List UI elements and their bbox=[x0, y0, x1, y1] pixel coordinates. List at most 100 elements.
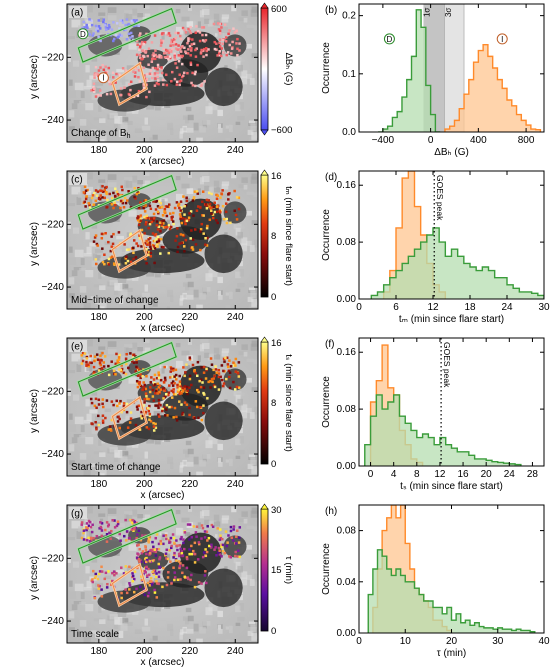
x-tick-label: −400 bbox=[372, 135, 395, 146]
change-pixel bbox=[203, 80, 206, 83]
change-pixel bbox=[169, 370, 172, 373]
change-pixel bbox=[93, 236, 97, 239]
change-pixel bbox=[195, 47, 198, 50]
change-pixel bbox=[146, 54, 149, 58]
change-pixel bbox=[215, 42, 218, 45]
x-tick-label: 30 bbox=[538, 302, 550, 313]
change-pixel bbox=[163, 365, 166, 369]
change-pixel bbox=[151, 559, 154, 563]
change-pixel bbox=[169, 225, 173, 229]
change-pixel bbox=[104, 232, 107, 235]
change-pixel bbox=[119, 194, 122, 197]
change-pixel bbox=[218, 32, 222, 35]
change-pixel bbox=[225, 356, 229, 359]
change-pixel bbox=[95, 353, 99, 356]
change-pixel bbox=[145, 214, 149, 218]
change-pixel bbox=[154, 575, 158, 579]
change-pixel bbox=[105, 521, 109, 524]
change-pixel bbox=[92, 32, 95, 35]
change-pixel bbox=[149, 247, 153, 251]
change-pixel bbox=[160, 32, 164, 35]
change-pixel bbox=[142, 86, 146, 90]
change-pixel bbox=[133, 577, 136, 581]
change-pixel bbox=[199, 385, 203, 389]
histogram-fill-green bbox=[368, 549, 535, 633]
change-pixel bbox=[144, 548, 148, 552]
change-pixel bbox=[172, 43, 175, 47]
change-pixel bbox=[213, 374, 216, 378]
change-pixel bbox=[93, 72, 97, 75]
change-pixel bbox=[235, 196, 239, 199]
change-pixel bbox=[163, 406, 166, 409]
change-pixel bbox=[93, 576, 97, 580]
change-pixel bbox=[177, 59, 181, 63]
change-pixel bbox=[167, 570, 170, 574]
change-pixel bbox=[105, 399, 109, 402]
colorbar-extend-top bbox=[260, 503, 269, 510]
x-tick-label: 0 bbox=[368, 469, 374, 480]
sigma-band-label: 1σ bbox=[422, 8, 431, 17]
change-pixel bbox=[171, 47, 174, 51]
change-pixel bbox=[88, 361, 92, 364]
change-pixel bbox=[178, 392, 181, 396]
change-pixel bbox=[90, 89, 93, 92]
change-pixel bbox=[137, 75, 140, 79]
change-pixel bbox=[237, 541, 241, 544]
change-pixel bbox=[180, 241, 184, 245]
change-pixel bbox=[156, 210, 160, 214]
change-pixel bbox=[170, 70, 174, 74]
change-pixel bbox=[148, 72, 152, 75]
change-pixel bbox=[229, 525, 233, 529]
change-pixel bbox=[235, 218, 239, 221]
change-pixel bbox=[90, 19, 93, 22]
x-tick-label: 6 bbox=[393, 302, 399, 313]
change-pixel bbox=[188, 356, 192, 359]
y-tick-label: −240 bbox=[41, 449, 64, 460]
change-pixel bbox=[89, 397, 93, 401]
corner-label: Change of Bh bbox=[71, 128, 131, 140]
change-pixel bbox=[161, 78, 165, 82]
change-pixel bbox=[85, 25, 88, 29]
change-pixel bbox=[127, 248, 131, 251]
change-pixel bbox=[110, 245, 114, 248]
change-pixel bbox=[192, 196, 196, 199]
change-pixel bbox=[152, 219, 155, 223]
change-pixel bbox=[81, 351, 85, 355]
change-pixel bbox=[182, 366, 185, 369]
change-pixel bbox=[90, 361, 93, 365]
change-pixel bbox=[219, 528, 222, 531]
change-pixel bbox=[171, 40, 175, 43]
change-pixel bbox=[201, 190, 205, 193]
change-pixel bbox=[127, 32, 131, 36]
change-pixel bbox=[122, 404, 126, 408]
change-pixel bbox=[97, 398, 101, 402]
change-pixel bbox=[140, 414, 143, 418]
change-pixel bbox=[155, 220, 159, 223]
change-pixel bbox=[176, 48, 180, 51]
change-pixel bbox=[135, 24, 138, 27]
change-pixel bbox=[140, 42, 144, 46]
histogram-outline-green bbox=[370, 227, 544, 299]
colorbar-mid-label: 8 bbox=[271, 398, 276, 409]
change-pixel bbox=[139, 214, 143, 217]
change-pixel bbox=[145, 72, 149, 76]
change-pixel bbox=[144, 410, 147, 414]
change-pixel bbox=[119, 93, 123, 97]
change-pixel bbox=[154, 233, 158, 236]
change-pixel bbox=[140, 560, 143, 564]
marker-d-label: D bbox=[80, 30, 86, 39]
change-pixel bbox=[114, 362, 117, 366]
change-pixel bbox=[215, 210, 219, 214]
change-pixel bbox=[156, 68, 159, 71]
histogram-outline-I bbox=[444, 44, 542, 132]
change-pixel bbox=[100, 570, 104, 573]
change-pixel bbox=[98, 89, 102, 92]
change-pixel bbox=[87, 536, 90, 540]
change-pixel bbox=[188, 406, 191, 410]
change-pixel bbox=[134, 423, 138, 427]
change-pixel bbox=[188, 358, 192, 361]
change-pixel bbox=[215, 197, 219, 201]
change-pixel bbox=[137, 24, 141, 28]
change-pixel bbox=[203, 40, 206, 43]
